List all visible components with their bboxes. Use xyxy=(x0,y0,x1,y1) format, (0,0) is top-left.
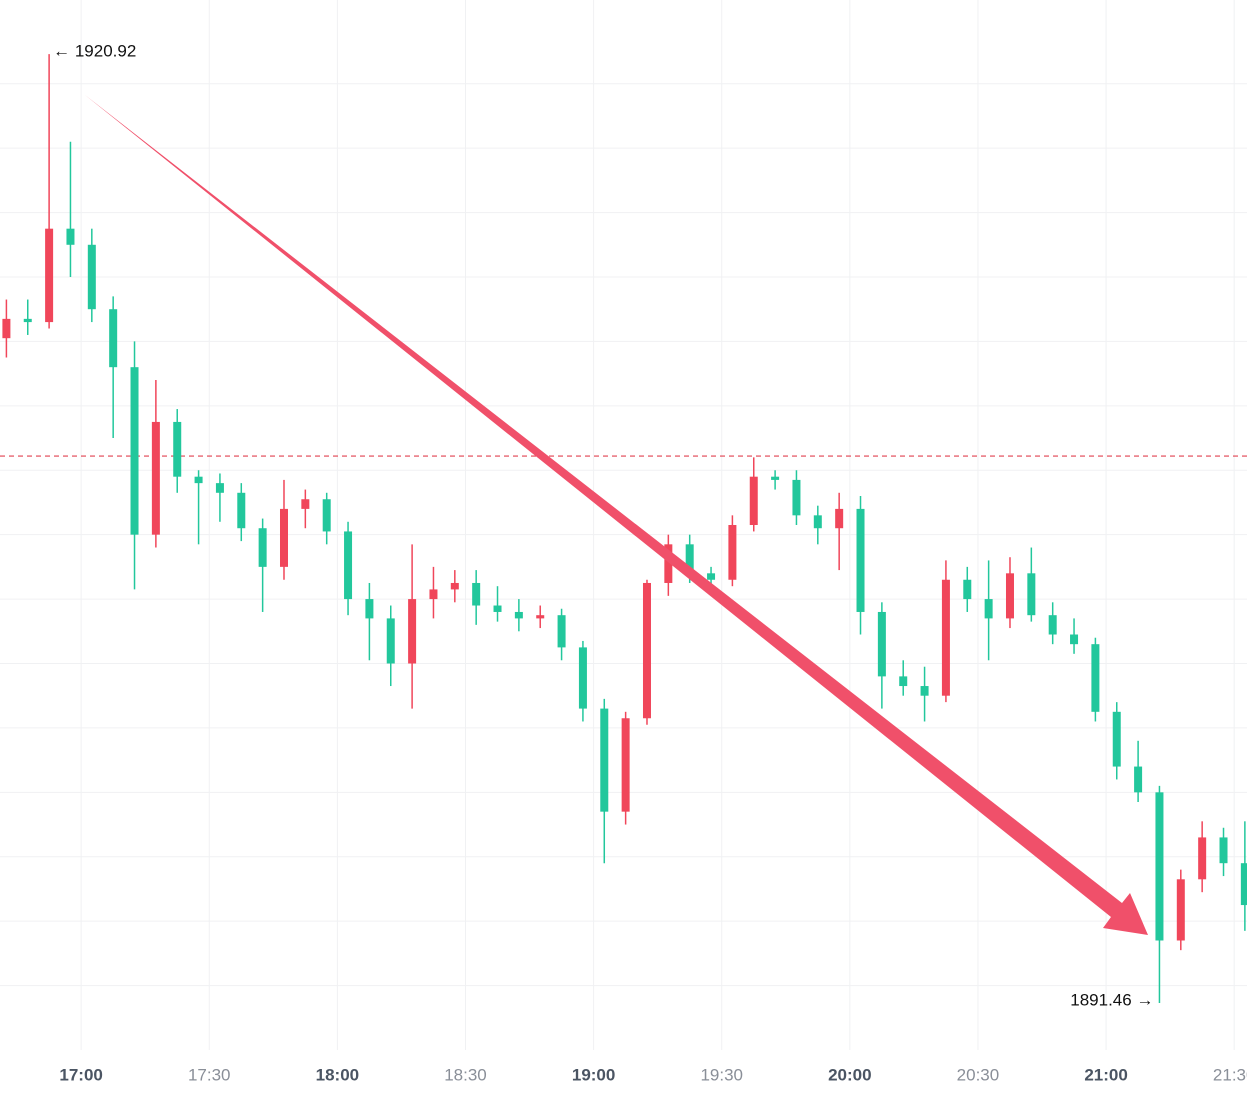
candle-body xyxy=(429,589,438,600)
x-tick-label: 17:30 xyxy=(188,1065,231,1084)
labels: 17:00 17:30 18:00 18:30 19:00 19:30 20:00 20:30… xyxy=(53,42,1247,1085)
candle-body xyxy=(1240,863,1247,906)
candle-body xyxy=(835,508,844,529)
candle-body xyxy=(1112,711,1121,767)
x-tick-label: 18:30 xyxy=(444,1065,487,1084)
candle-body xyxy=(322,499,331,532)
candle-body xyxy=(279,508,288,567)
candle-body xyxy=(1134,766,1143,793)
x-tick-label: 21:00 xyxy=(1084,1065,1127,1084)
candle-body xyxy=(344,531,353,600)
candle-body xyxy=(450,582,459,590)
candle-body xyxy=(23,318,32,323)
candle-body xyxy=(1005,573,1014,619)
candle-body xyxy=(685,544,694,574)
price-annotation: 1891.46 → xyxy=(1070,990,1153,1009)
candle-body xyxy=(1091,644,1100,712)
candle-body xyxy=(45,228,54,323)
candle-body xyxy=(386,618,395,664)
candle-body xyxy=(877,611,886,677)
candle-body xyxy=(642,582,651,719)
candle-body xyxy=(899,676,908,687)
candle-body xyxy=(813,515,822,529)
candle-body xyxy=(2,318,11,339)
candle-body xyxy=(1048,615,1057,635)
x-tick-label: 18:00 xyxy=(316,1065,359,1084)
x-tick-label: 17:00 xyxy=(59,1065,102,1084)
candle-body xyxy=(365,599,374,619)
candle-body xyxy=(109,309,118,368)
candle-body xyxy=(941,579,950,696)
candle-body xyxy=(194,476,203,484)
candle-body xyxy=(707,573,716,580)
candle-body xyxy=(472,582,481,606)
x-tick-label: 19:30 xyxy=(700,1065,743,1084)
candle-body xyxy=(536,615,545,619)
candles xyxy=(2,54,1247,1003)
candle-body xyxy=(301,499,310,509)
candle-body xyxy=(771,476,780,480)
candle-body xyxy=(514,611,523,619)
x-tick-label: 19:00 xyxy=(572,1065,615,1084)
candle-body xyxy=(493,605,502,612)
candle-body xyxy=(173,421,182,477)
candle-body xyxy=(664,544,673,583)
candle-body xyxy=(728,525,737,580)
candle-body xyxy=(557,615,566,648)
trend-arrow xyxy=(85,95,1148,935)
candle-body xyxy=(621,718,630,812)
candle-body xyxy=(1027,573,1036,616)
candle-body xyxy=(1176,879,1185,941)
candle-body xyxy=(1198,837,1207,880)
candle-body xyxy=(578,647,587,709)
candle-body xyxy=(963,579,972,600)
candle-body xyxy=(1155,792,1164,941)
candle-body xyxy=(215,483,224,493)
x-tick-label: 20:30 xyxy=(957,1065,1000,1084)
candle-body xyxy=(600,708,609,812)
candle-body xyxy=(1070,634,1079,645)
x-tick-label: 20:00 xyxy=(828,1065,871,1084)
candle-body xyxy=(151,421,160,535)
candle-body xyxy=(792,479,801,516)
x-tick-label: 21:30 xyxy=(1213,1065,1247,1084)
grid xyxy=(0,0,1247,1050)
candle-body xyxy=(920,686,929,696)
candle-body xyxy=(130,367,139,535)
candle-body xyxy=(237,492,246,529)
candle-body xyxy=(66,228,75,245)
candle-body xyxy=(258,528,267,567)
candle-body xyxy=(1219,837,1228,864)
candle-body xyxy=(984,599,993,619)
price-annotation: ← 1920.92 xyxy=(53,42,136,61)
candle-body xyxy=(856,508,865,612)
candle-body xyxy=(87,244,96,310)
candle-body xyxy=(749,476,758,525)
candle-body xyxy=(408,599,417,664)
